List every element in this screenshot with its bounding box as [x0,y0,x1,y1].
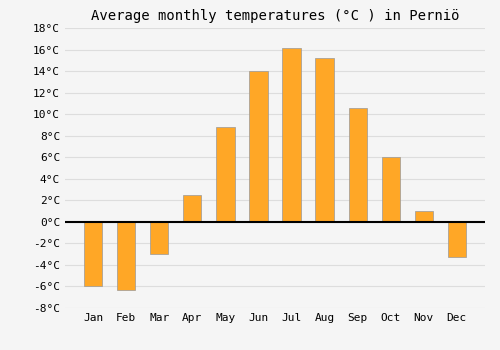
Bar [414,211,433,222]
Bar [84,222,102,286]
Bar [250,71,268,222]
Bar [448,222,466,257]
Bar [216,127,234,222]
Bar [348,108,366,222]
Bar [382,157,400,222]
Bar [316,58,334,222]
Bar [150,222,169,254]
Title: Average monthly temperatures (°C ) in Perniö: Average monthly temperatures (°C ) in Pe… [91,9,459,23]
Bar [282,48,300,222]
Bar [117,222,136,290]
Bar [184,195,202,222]
